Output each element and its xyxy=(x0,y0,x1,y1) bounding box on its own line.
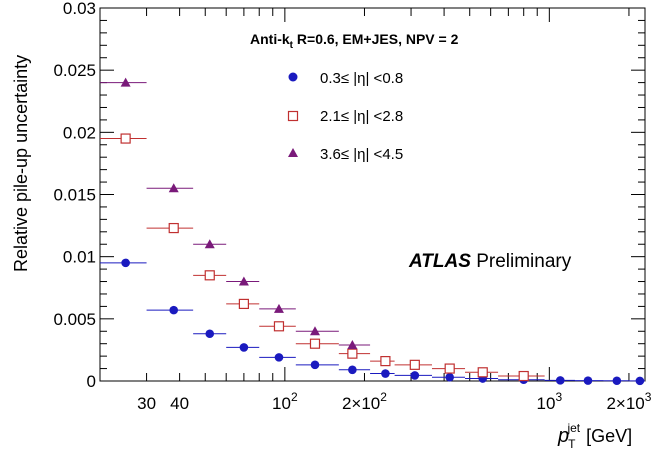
legend-label-series-2: 2.1≤ |η| <2.8 xyxy=(320,108,403,125)
data-point xyxy=(120,133,131,144)
y-tick-label: 0.03 xyxy=(63,0,96,18)
data-point xyxy=(309,326,320,336)
legend: 0.3≤ |η| <0.8 2.1≤ |η| <2.8 3.6≤ |η| <4.… xyxy=(287,70,403,163)
series-3 xyxy=(100,77,371,349)
data-points xyxy=(100,77,645,386)
data-point xyxy=(518,370,529,382)
data-point xyxy=(273,303,284,313)
data-point xyxy=(555,376,565,385)
y-axis-title: Relative pile-up uncertainty xyxy=(11,55,31,272)
data-point xyxy=(410,371,420,380)
data-point xyxy=(238,276,249,286)
data-point xyxy=(168,222,179,234)
y-tick-label: 0 xyxy=(87,372,96,391)
legend-marker-series-3 xyxy=(288,148,298,157)
data-point xyxy=(635,376,645,386)
legend-label-series-3: 3.6≤ |η| <4.5 xyxy=(320,146,403,163)
data-point xyxy=(310,360,320,370)
data-point xyxy=(204,239,215,249)
atlas-label: ATLAS Preliminary xyxy=(408,251,572,272)
legend-label-series-1: 0.3≤ |η| <0.8 xyxy=(320,70,403,87)
data-point xyxy=(205,329,215,339)
data-point xyxy=(409,359,420,370)
data-point xyxy=(348,365,357,375)
data-point xyxy=(168,183,179,193)
series-2 xyxy=(100,133,545,382)
data-point xyxy=(444,363,455,374)
axis-ticks: 0 0.005 0.01 0.015 0.02 0.025 0.03 30 40 102 2×102… xyxy=(53,0,651,413)
data-point xyxy=(309,338,321,349)
data-point xyxy=(380,356,391,367)
x-tick-label: 2×103 xyxy=(606,390,651,413)
data-point xyxy=(347,339,358,349)
x-tick-label: 103 xyxy=(537,390,563,413)
x-axis-title: pTjet [GeV] xyxy=(557,421,632,451)
data-point xyxy=(612,376,622,386)
data-point xyxy=(239,343,249,352)
data-point xyxy=(274,353,284,362)
x-tick-label: 2×102 xyxy=(342,390,387,413)
data-point xyxy=(169,305,179,315)
chart-header: Anti-kt R=0.6, EM+JES, NPV = 2 xyxy=(250,31,459,51)
data-point xyxy=(583,376,593,385)
data-point xyxy=(477,367,488,378)
y-tick-label: 0.015 xyxy=(53,186,96,205)
y-tick-label: 0.005 xyxy=(53,310,96,329)
data-point xyxy=(381,369,390,378)
data-point xyxy=(273,321,285,332)
legend-marker-series-1 xyxy=(288,72,298,82)
data-point xyxy=(121,258,130,268)
y-tick-label: 0.01 xyxy=(63,248,96,267)
series-1 xyxy=(100,258,645,386)
data-point xyxy=(204,270,215,281)
data-point xyxy=(238,298,249,310)
y-tick-label: 0.025 xyxy=(53,61,96,80)
plot-frame xyxy=(99,7,646,382)
x-tick-label: 30 xyxy=(137,394,156,413)
data-point xyxy=(347,348,358,359)
x-tick-label: 102 xyxy=(272,390,298,413)
data-point xyxy=(445,372,454,382)
x-tick-label: 40 xyxy=(170,394,189,413)
y-tick-label: 0.02 xyxy=(63,123,96,142)
legend-marker-series-2 xyxy=(287,110,299,122)
data-point xyxy=(120,77,131,87)
